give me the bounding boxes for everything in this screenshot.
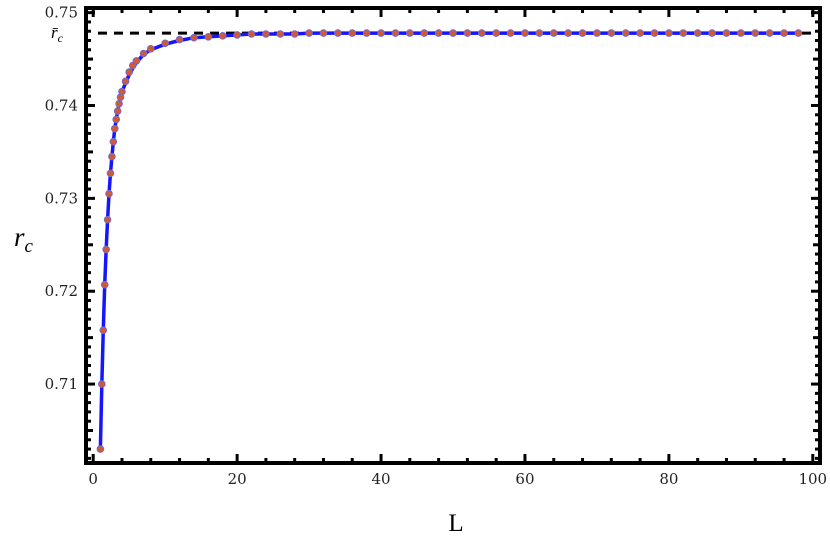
data-point — [262, 30, 270, 38]
series-line — [98, 31, 799, 450]
data-point — [305, 29, 313, 37]
y-tick-label: 0.71 — [45, 375, 78, 393]
data-point — [722, 29, 731, 37]
data-point — [636, 29, 644, 37]
data-point — [109, 137, 118, 146]
y-tick-label: 0.72 — [45, 282, 78, 300]
data-point — [751, 29, 760, 37]
x-tick-label: 80 — [659, 470, 678, 488]
y-axis-title: rc — [14, 222, 34, 257]
data-point — [650, 29, 659, 37]
x-tick-label: 40 — [371, 470, 390, 488]
x-tick-label: 100 — [798, 470, 827, 488]
data-point — [112, 115, 121, 124]
y-ticks: 0.71 0.72 0.73 0.74 0.75 — [45, 4, 820, 460]
data-point — [780, 29, 788, 37]
data-point — [607, 29, 616, 37]
y-axis-title-main: r — [14, 222, 25, 252]
data-point — [621, 29, 630, 37]
x-tick-label: 0 — [88, 470, 98, 488]
y-tick-label: 0.73 — [45, 189, 78, 207]
series-points-trace — [99, 32, 799, 450]
data-point — [391, 29, 400, 37]
data-point — [118, 87, 126, 96]
data-point — [535, 29, 544, 37]
data-point — [765, 29, 774, 37]
data-point — [348, 29, 357, 37]
reference-line-label-sub: c — [58, 31, 64, 45]
plot-frame — [84, 6, 822, 465]
data-point — [794, 29, 803, 37]
data-point — [434, 29, 443, 37]
data-point — [549, 29, 558, 37]
data-point — [175, 35, 184, 44]
data-point — [99, 326, 108, 335]
data-point — [334, 29, 342, 37]
x-ticks: 0 20 40 60 80 100 — [88, 8, 827, 488]
data-point — [506, 29, 515, 37]
data-point — [125, 68, 133, 76]
data-point — [103, 215, 112, 224]
plot-area: 0 20 40 60 80 100 0.71 0.72 0.73 0.74 0.75 — [45, 4, 828, 488]
data-point — [362, 29, 371, 37]
data-point — [139, 49, 148, 58]
data-point — [132, 57, 141, 65]
data-point — [665, 29, 673, 37]
y-axis-title-sub: c — [25, 236, 34, 257]
data-point — [578, 29, 587, 37]
data-point — [247, 30, 256, 38]
data-point — [593, 29, 601, 37]
data-point — [108, 152, 116, 161]
y-tick-label: 0.74 — [45, 97, 78, 115]
reference-line-label: r̄c — [51, 23, 64, 45]
data-point — [290, 30, 299, 38]
x-tick-label: 20 — [228, 470, 247, 488]
data-point — [477, 29, 486, 37]
data-point — [110, 124, 119, 133]
data-point — [98, 380, 106, 388]
data-point — [679, 29, 688, 37]
data-point — [319, 29, 328, 37]
data-point — [146, 45, 155, 53]
data-point — [406, 29, 414, 37]
data-point — [161, 39, 169, 48]
x-tick-label: 60 — [515, 470, 534, 488]
data-point — [420, 29, 429, 37]
data-point — [115, 99, 123, 108]
data-point — [708, 29, 716, 37]
data-point — [693, 29, 702, 37]
data-point — [492, 29, 500, 37]
reference-line-label-main: r̄ — [51, 23, 59, 42]
data-point — [100, 280, 109, 289]
data-point — [113, 107, 122, 115]
data-point — [106, 169, 115, 178]
y-tick-label: 0.75 — [45, 4, 78, 22]
data-point — [521, 29, 529, 37]
data-point — [204, 32, 213, 41]
data-point — [96, 445, 105, 453]
data-point — [105, 189, 113, 198]
data-point — [190, 33, 198, 42]
data-point — [377, 29, 385, 37]
data-point — [463, 29, 472, 37]
x-axis-title: L — [448, 510, 463, 537]
data-point — [276, 30, 285, 38]
data-point — [449, 29, 457, 37]
series-layer — [96, 29, 803, 453]
data-point — [102, 245, 110, 254]
data-point — [233, 31, 241, 39]
data-point — [121, 77, 130, 86]
data-point — [564, 29, 572, 37]
data-point — [218, 32, 227, 40]
data-point — [737, 29, 745, 37]
